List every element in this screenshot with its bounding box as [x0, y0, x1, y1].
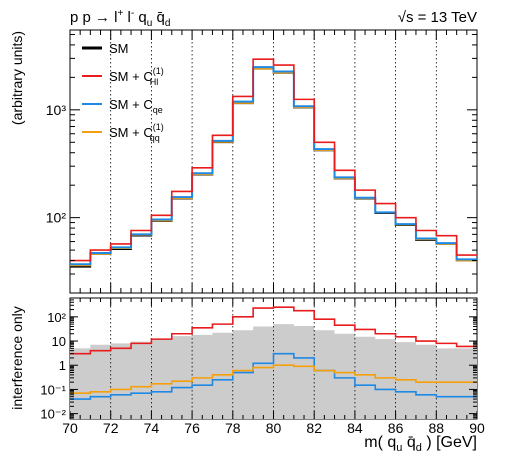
bottom-series-2 — [70, 364, 477, 394]
x-tick-label: 82 — [306, 420, 322, 436]
x-tick-label: 86 — [388, 420, 404, 436]
x-tick-label: 74 — [144, 420, 160, 436]
bottom-y-tick-label: 10 — [52, 334, 66, 349]
x-tick-label: 88 — [429, 420, 445, 436]
bottom-y-tick-label: 10² — [47, 310, 66, 325]
top-y-tick-label: 10² — [46, 210, 67, 226]
bottom-panel: 10⁻² 10⁻¹ 1 10 10² 70 72 74 76 78 80 82 84 86 88 90 in… — [9, 297, 485, 454]
energy-label: √s = 13 TeV — [398, 9, 477, 26]
top-y-axis: 10² 10³ — [46, 30, 478, 294]
x-axis: 70 72 74 76 78 80 82 84 86 88 90 — [62, 298, 485, 436]
bottom-y-tick-label: 10⁻² — [40, 407, 66, 422]
x-tick-label: 78 — [225, 420, 241, 436]
top-y-axis-label: (arbitrary units) — [9, 31, 25, 125]
interference-band-area — [70, 324, 477, 419]
legend-label-0: SM — [109, 41, 129, 56]
bottom-y-tick-label: 10⁻¹ — [40, 382, 66, 397]
bottom-y-tick-label: 1 — [59, 358, 66, 373]
x-axis-label: m( qu q̄d ) [GeV] — [364, 434, 477, 454]
top-y-tick-label: 10³ — [46, 102, 67, 118]
x-tick-label: 70 — [62, 420, 78, 436]
x-tick-label: 90 — [469, 420, 485, 436]
interference-band — [70, 324, 477, 419]
bottom-series-1 — [70, 352, 477, 400]
bottom-y-axis-label: interference only — [9, 306, 25, 410]
legend-label-2: SM + Cqe — [109, 97, 163, 115]
x-tick-label: 84 — [347, 420, 363, 436]
bottom-series-0 — [70, 306, 477, 355]
x-tick-label: 80 — [266, 420, 282, 436]
top-series-2 — [70, 66, 477, 266]
top-series-1 — [70, 58, 477, 262]
x-tick-label: 72 — [103, 420, 119, 436]
top-series — [70, 58, 477, 268]
legend: SM SM + C(1) Hl SM + Cqe SM + C(1) qq — [82, 41, 164, 143]
x-tick-label: 76 — [184, 420, 200, 436]
legend-label-1: SM + C(1) Hl — [109, 66, 164, 87]
bottom-series — [70, 306, 477, 400]
process-title: p p → l+ l- qu q̄d — [70, 8, 170, 29]
bottom-y-axis: 10⁻² 10⁻¹ 1 10 10² — [40, 297, 477, 422]
legend-label-3: SM + C(1) qq — [109, 122, 164, 143]
